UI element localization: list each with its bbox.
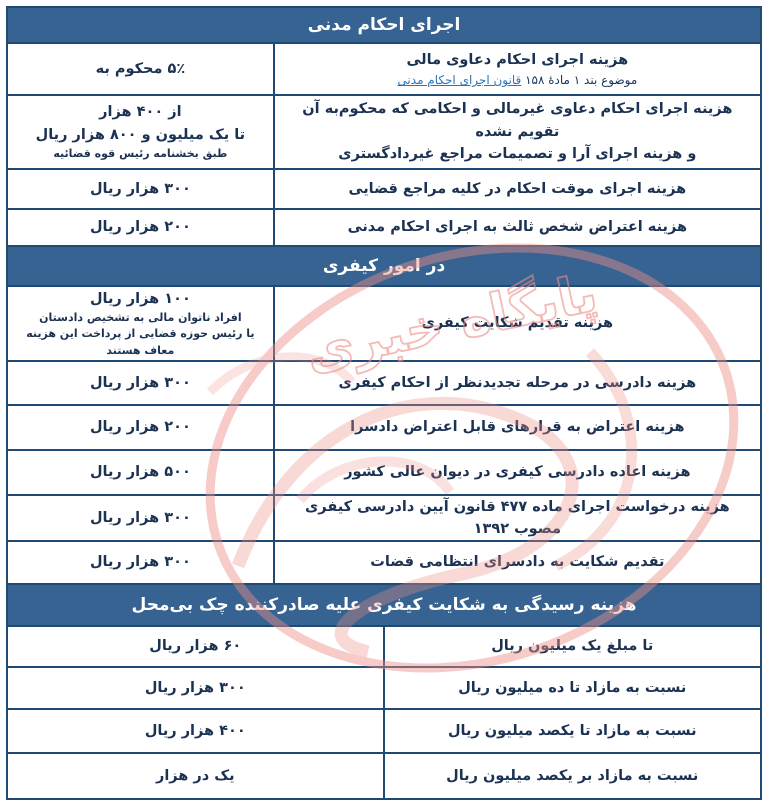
table-row: تقدیم شکایت به دادسرای انتظامی قضات ۳۰۰ … [8,542,760,585]
section-title: در امور کیفری [322,256,446,276]
fee-description: هزینه اعاده دادرسی کیفری در دیوان عالی ک… [272,451,760,494]
fee-description: هزینه تقدیم شکایت کیفری [272,287,760,360]
fee-amount: ۱۰۰ هزار ریال افراد ناتوان مالی به تشخیص… [8,287,273,360]
fees-table: اجرای احکام مدنی هزینه اجرای احکام دعاوی… [6,6,762,800]
table-row: هزینه اجرای موقت احکام در کلیه مراجع قضا… [8,170,760,210]
section-title: اجرای احکام مدنی [307,15,461,35]
fee-description: هزینه دادرسی در مرحله تجدیدنظر از احکام … [272,362,760,404]
section-header-criminal-matters: در امور کیفری [8,247,760,287]
section-header-civil-enforcement: اجرای احکام مدنی [8,8,760,44]
fee-description: هزینه درخواست اجرای ماده ۴۷۷ قانون آیین … [272,496,760,540]
fee-amount: ۵٪ محکوم به [95,60,186,77]
fee-note: افراد ناتوان مالی به تشخیص دادستان [39,310,242,324]
fee-amount: ۳۰۰ هزار ریال [89,180,191,197]
fee-amount: ۲۰۰ هزار ریال [89,419,191,436]
fee-description: نسبت به مازاد بر یکصد میلیون ریال [382,754,761,798]
fee-description: نسبت به مازاد تا ده میلیون ریال [382,668,761,708]
table-row: هزینه اعتراض به قرارهای قابل اعتراض دادس… [8,406,760,451]
fee-amount: ۳۰۰ هزار ریال [144,679,246,696]
fee-description: هزینه اجرای موقت احکام در کلیه مراجع قضا… [272,170,760,208]
fee-description: هزینه اعتراض شخص ثالث به اجرای احکام مدن… [272,210,760,245]
table-row: نسبت به مازاد تا یکصد میلیون ریال ۴۰۰ هز… [8,710,760,754]
fee-amount: از ۴۰۰ هزار تا یک میلیون و ۸۰۰ هزار ریال… [8,96,273,168]
fee-legal-reference: موضوع بند ۱ مادهٔ ۱۵۸ قانون اجرای احکام … [397,71,637,89]
reference-prefix: موضوع بند ۱ مادهٔ ۱۵۸ [521,73,638,88]
table-row: نسبت به مازاد بر یکصد میلیون ریال یک در … [8,754,760,798]
table-row: هزینه اجرای احکام دعاوی غیرمالی و احکامی… [8,96,760,170]
fee-amount: ۳۰۰ هزار ریال [89,554,191,571]
table-row: تا مبلغ یک میلیون ریال ۶۰ هزار ریال [8,627,760,668]
table-row: هزینه اعاده دادرسی کیفری در دیوان عالی ک… [8,451,760,496]
fee-description: هزینه اعتراض به قرارهای قابل اعتراض دادس… [272,406,760,449]
table-row: نسبت به مازاد تا ده میلیون ریال ۳۰۰ هزار… [8,668,760,710]
section-header-bounced-check: هزینه رسیدگی به شکایت کیفری علیه صادرکنن… [8,585,760,627]
fee-amount: ۲۰۰ هزار ریال [89,219,191,236]
table-row: هزینه اعتراض شخص ثالث به اجرای احکام مدن… [8,210,760,247]
fee-amount: ۵۰۰ هزار ریال [89,464,191,481]
fee-amount: ۳۰۰ هزار ریال [89,374,191,391]
fee-description: تا مبلغ یک میلیون ریال [382,627,761,666]
fee-amount: ۶۰ هزار ریال [149,638,242,655]
fee-title: هزینه اجرای احکام دعاوی مالی [406,51,629,68]
table-row: هزینه درخواست اجرای ماده ۴۷۷ قانون آیین … [8,496,760,542]
fee-description: تقدیم شکایت به دادسرای انتظامی قضات [272,542,760,583]
fee-note: طبق بخشنامه رئیس قوه قضائیه [53,147,228,161]
fee-note: یا رئیس حوزه قضایی از پرداخت این هزینه م… [26,327,255,357]
fee-amount: ۳۰۰ هزار ریال [89,509,191,526]
fee-description: هزینه اجرای احکام دعاوی غیرمالی و احکامی… [272,96,760,168]
fee-amount: یک در هزار [155,767,235,784]
table-row: هزینه تقدیم شکایت کیفری ۱۰۰ هزار ریال اف… [8,287,760,362]
fee-description: هزینه اجرای احکام دعاوی مالی موضوع بند ۱… [272,44,760,94]
section-title: هزینه رسیدگی به شکایت کیفری علیه صادرکنن… [131,595,637,615]
fee-amount: ۴۰۰ هزار ریال [144,722,246,739]
table-row: هزینه اجرای احکام دعاوی مالی موضوع بند ۱… [8,44,760,96]
law-link[interactable]: قانون اجرای احکام مدنی [397,73,522,88]
table-row: هزینه دادرسی در مرحله تجدیدنظر از احکام … [8,362,760,406]
fee-description: نسبت به مازاد تا یکصد میلیون ریال [382,710,761,752]
